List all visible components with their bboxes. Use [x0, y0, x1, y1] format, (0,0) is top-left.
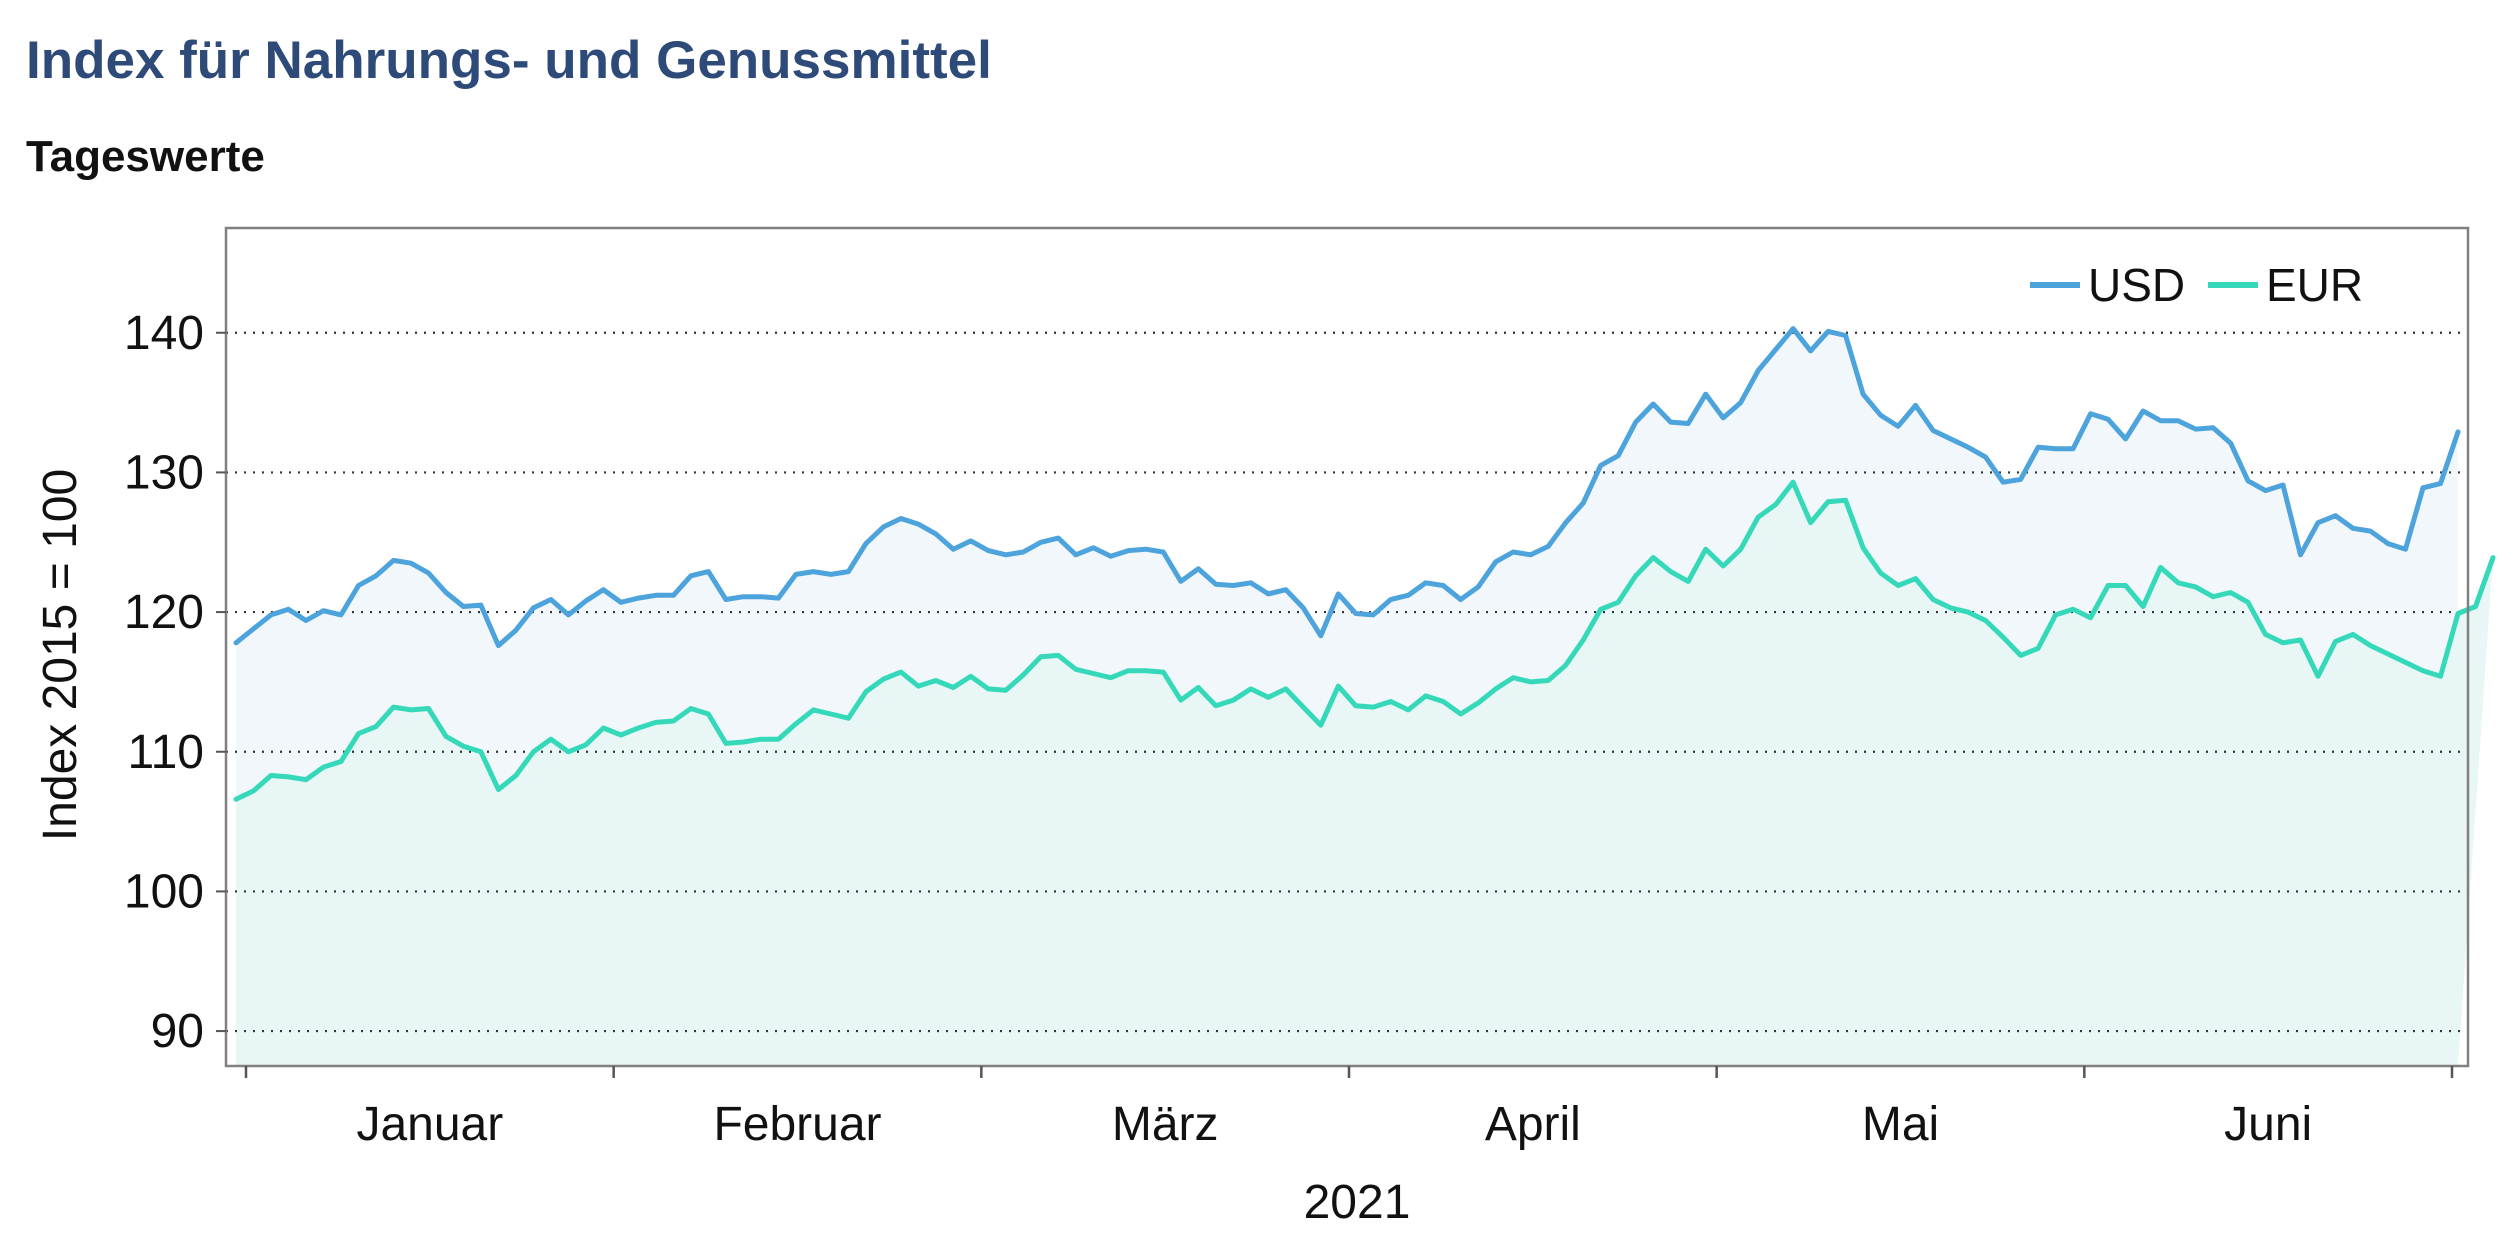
y-axis-label: Index 2015 = 100 — [34, 469, 87, 841]
x-tick-label: Mai — [1862, 1098, 1939, 1151]
chart-title: Index für Nahrungs- und Genussmittel — [26, 31, 992, 90]
series-lines — [233, 326, 2496, 802]
legend-label-eur: EUR — [2266, 259, 2363, 311]
x-axis: Januar Februar März April Mai Juni — [244, 1066, 2454, 1151]
y-tick-label: 120 — [124, 586, 204, 639]
area-fill-eur — [236, 482, 2493, 1066]
y-tick-label: 100 — [124, 865, 204, 918]
chart-subtitle: Tageswerte — [26, 132, 265, 181]
legend-label-usd: USD — [2088, 259, 2185, 311]
legend: USD EUR — [2030, 259, 2363, 311]
x-tick-label: April — [1485, 1098, 1581, 1151]
x-tick-label: Februar — [713, 1098, 881, 1151]
x-tick-label: Juni — [2224, 1098, 2312, 1151]
plot-frame — [224, 226, 2470, 1068]
x-axis-label: 2021 — [1304, 1176, 1411, 1229]
series-line-eur — [233, 479, 2496, 802]
series-line-usd — [233, 326, 2461, 649]
y-tick-label: 90 — [151, 1005, 204, 1058]
y-axis: 90 100 110 120 130 140 — [124, 307, 226, 1058]
y-tick-label: 110 — [127, 726, 204, 779]
y-tick-label: 140 — [124, 307, 204, 360]
x-tick-label: Januar — [356, 1098, 503, 1151]
area-fills — [236, 328, 2493, 1067]
x-tick-label: März — [1112, 1098, 1219, 1151]
y-tick-label: 130 — [124, 446, 204, 499]
